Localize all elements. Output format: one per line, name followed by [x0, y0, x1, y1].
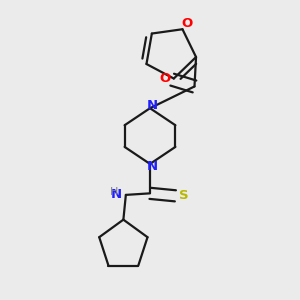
Text: N: N	[111, 188, 122, 201]
Text: N: N	[147, 160, 158, 173]
Text: O: O	[160, 72, 171, 85]
Text: H: H	[110, 188, 118, 197]
Text: O: O	[182, 17, 193, 30]
Text: S: S	[178, 189, 188, 202]
Text: N: N	[147, 99, 158, 112]
